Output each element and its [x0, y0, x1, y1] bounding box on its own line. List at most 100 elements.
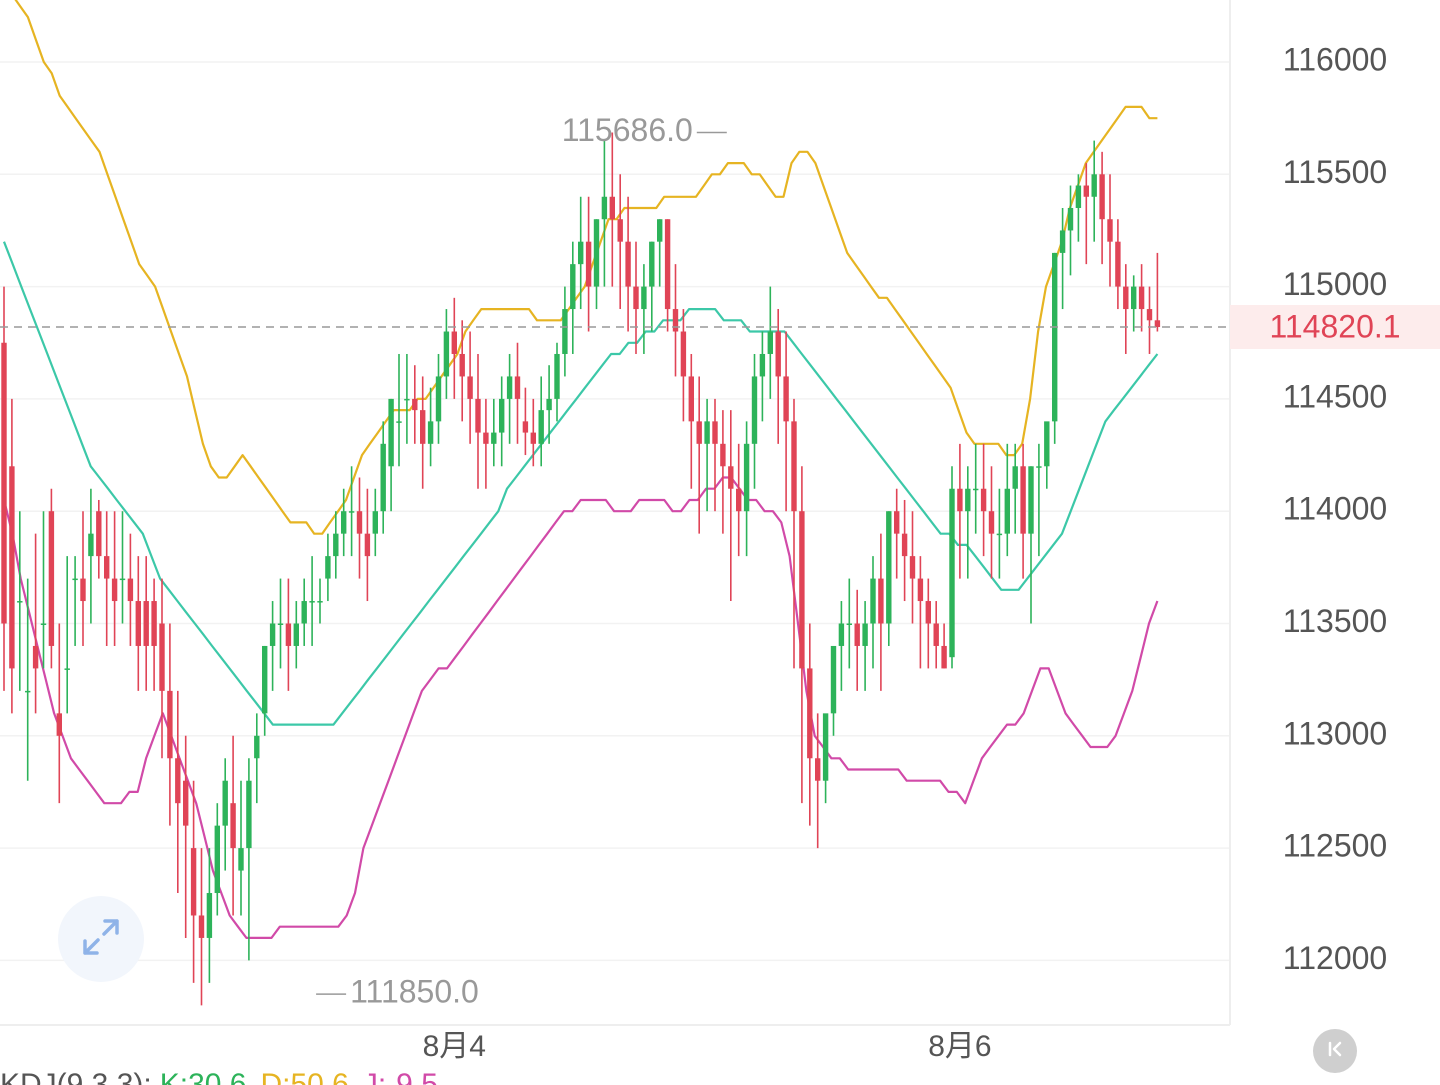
candle-body — [649, 241, 655, 287]
candle-body — [570, 264, 576, 310]
candle-body — [996, 533, 1003, 536]
candle — [348, 466, 355, 557]
candle-body — [317, 601, 323, 603]
candle — [167, 623, 173, 826]
candle — [435, 353, 442, 444]
candle-body — [633, 286, 639, 310]
candle-body — [854, 623, 860, 646]
kdj-k-value: K:30.6 — [160, 1068, 247, 1085]
candle-body — [759, 353, 766, 377]
y-tick-label: 114500 — [1283, 378, 1387, 414]
candle — [127, 533, 134, 646]
candle — [941, 623, 947, 669]
candle — [309, 556, 315, 646]
candle — [325, 533, 331, 602]
candle — [807, 623, 813, 826]
candle-body — [206, 893, 213, 938]
candle-body — [870, 578, 876, 624]
middle-band-line — [2, 241, 1159, 726]
candle-body — [775, 331, 781, 377]
candle-body — [412, 398, 418, 411]
x-tick-label: 8月4 — [423, 1030, 486, 1063]
candle — [846, 578, 852, 669]
candle — [499, 376, 505, 467]
candle-body — [183, 780, 189, 826]
candle — [1028, 466, 1034, 624]
candle — [88, 488, 94, 624]
candle-body — [980, 488, 987, 512]
candle-body — [641, 286, 647, 310]
candle-body — [514, 376, 521, 399]
candle — [767, 286, 773, 399]
candle — [380, 421, 386, 534]
candle — [372, 488, 378, 557]
candle-body — [728, 466, 734, 489]
candle — [1020, 443, 1026, 579]
candle-body — [672, 309, 679, 332]
candle-body — [862, 623, 868, 646]
candle-body — [609, 196, 615, 220]
candle-body — [925, 601, 931, 624]
candle — [1131, 275, 1137, 332]
candle — [1052, 252, 1058, 444]
candle-body — [1, 342, 7, 624]
candle — [878, 533, 884, 691]
candle-body — [151, 601, 157, 646]
candle-body — [1138, 286, 1145, 310]
candle-body — [522, 421, 529, 433]
candle-body — [1083, 185, 1089, 197]
candlesticks — [1, 132, 1161, 1006]
candle — [214, 803, 220, 916]
candle — [175, 690, 181, 894]
candle — [1036, 443, 1042, 557]
candle — [1059, 207, 1066, 310]
expand-chart-button[interactable] — [58, 896, 144, 982]
candle — [522, 387, 529, 456]
candle — [696, 376, 702, 534]
candle — [554, 342, 560, 422]
candle-body — [1154, 320, 1161, 328]
candle-body — [246, 780, 252, 849]
candle — [783, 331, 789, 512]
candle — [483, 398, 489, 489]
candle-body — [356, 511, 363, 534]
candle-body — [909, 556, 916, 579]
candle — [293, 601, 299, 669]
candle-body — [530, 432, 536, 444]
candle — [925, 578, 931, 669]
expand-arrows-icon — [77, 913, 125, 966]
kdj-d-value: D:50.6 — [260, 1068, 348, 1085]
candle-body — [593, 219, 600, 287]
candle-body — [767, 331, 773, 354]
y-tick-label: 113000 — [1283, 715, 1387, 751]
candle-body — [1099, 174, 1105, 220]
candle — [412, 365, 418, 444]
scroll-to-latest-button[interactable] — [1313, 1029, 1357, 1073]
candle — [973, 443, 979, 534]
candle — [617, 174, 623, 310]
candle — [396, 353, 402, 467]
candle — [262, 645, 268, 736]
candle — [285, 578, 292, 691]
candle — [791, 398, 797, 669]
candle — [570, 241, 576, 354]
candle-body — [380, 443, 386, 512]
candle-body — [751, 376, 758, 444]
candle-body — [277, 623, 284, 625]
candle — [759, 331, 766, 422]
candle-body — [475, 398, 481, 433]
candle-body — [1146, 309, 1153, 321]
candle — [704, 398, 710, 512]
candle — [870, 556, 876, 669]
candle-body — [799, 511, 805, 669]
candle — [48, 488, 55, 669]
candle — [830, 645, 837, 736]
candle-body — [198, 915, 205, 938]
candle-body — [364, 533, 371, 557]
candle-body — [1004, 488, 1010, 534]
candle — [949, 466, 955, 669]
x-axis-labels: 8月4 8月6 — [423, 1030, 992, 1063]
candle — [96, 499, 102, 579]
candle-body — [1020, 466, 1026, 534]
